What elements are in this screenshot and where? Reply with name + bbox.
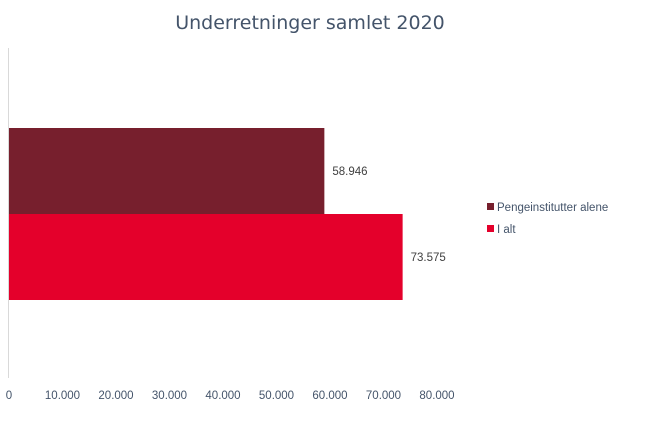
legend-swatch — [487, 203, 494, 210]
x-tick-label: 80.000 — [419, 390, 454, 402]
bar-i-alt — [9, 214, 403, 300]
x-tick-label: 30.000 — [152, 390, 187, 402]
legend-label: I alt — [497, 224, 516, 236]
x-tick-label: 70.000 — [366, 390, 401, 402]
x-tick-label: 50.000 — [259, 390, 294, 402]
x-tick-label: 10.000 — [45, 390, 80, 402]
chart-title: Underretninger samlet 2020 — [175, 12, 445, 34]
bar-pengeinstitutter-alene — [9, 128, 325, 214]
x-tick-label: 40.000 — [205, 390, 240, 402]
legend: Pengeinstitutter alene I alt — [487, 202, 608, 236]
x-tick-label: 60.000 — [312, 390, 347, 402]
x-tick-label: 20.000 — [98, 390, 133, 402]
legend-label: Pengeinstitutter alene — [497, 202, 608, 214]
data-label: 73.575 — [411, 252, 446, 264]
data-label: 58.946 — [332, 166, 367, 178]
legend-swatch — [487, 225, 494, 232]
x-tick-label: 0 — [6, 390, 12, 402]
